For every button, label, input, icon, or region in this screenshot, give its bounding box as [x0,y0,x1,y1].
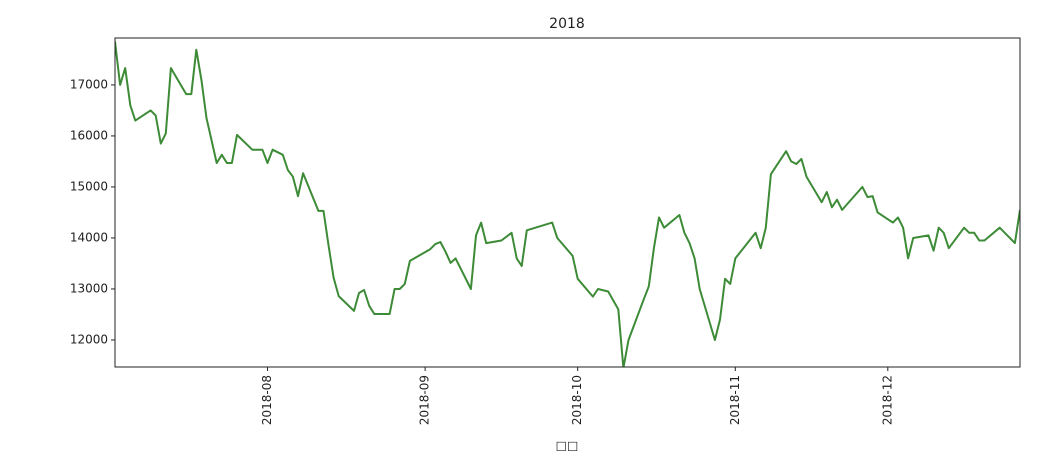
x-tick-label: 2018-12 [880,375,894,425]
y-tick-label: 13000 [70,281,108,295]
x-axis-label: □□ [556,439,579,453]
y-tick-label: 15000 [70,179,108,193]
x-tick-label: 2018-08 [260,375,274,425]
y-tick-label: 14000 [70,230,108,244]
x-tick-label: 2018-10 [570,375,584,425]
line-series [115,41,1020,367]
plot-frame [114,37,1021,368]
y-tick-label: 12000 [70,332,108,346]
chart-title: 2018 [549,16,585,32]
x-tick-label: 2018-09 [418,375,432,425]
y-tick-label: 17000 [70,77,108,91]
x-tick-label: 2018-11 [728,375,742,425]
y-tick-label: 16000 [70,128,108,142]
